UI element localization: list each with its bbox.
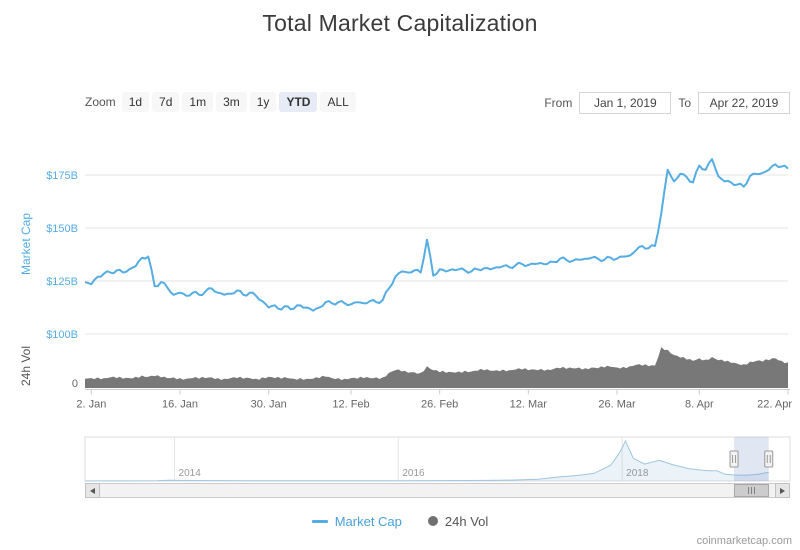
y-axis-label: $175B xyxy=(46,170,78,182)
chart-title: Total Market Capitalization xyxy=(262,10,538,36)
y-axis-label: $100B xyxy=(46,329,78,341)
scrollbar-track[interactable] xyxy=(100,483,775,498)
vol-axis-label: 0 xyxy=(72,378,78,390)
vol-axis-title: 24h Vol xyxy=(19,346,33,386)
navigator[interactable]: 2014 2016 2018 xyxy=(0,435,800,483)
legend-label-24h-vol: 24h Vol xyxy=(444,513,489,529)
zoom-button-ytd[interactable]: YTD xyxy=(279,92,318,112)
main-chart-area[interactable]: $175B $150B $125B $100B 0 2. Jan 16. Jan 30. Ja… xyxy=(0,130,800,422)
legend-item-market-cap[interactable]: Market Cap xyxy=(311,513,402,529)
legend: Market Cap 24h Vol xyxy=(0,511,800,531)
watermark: coinmarketcap.com xyxy=(696,535,792,547)
navigator-selection[interactable] xyxy=(734,437,769,481)
legend-label-market-cap: Market Cap xyxy=(334,513,402,529)
right-arrow-icon xyxy=(780,487,785,494)
market-cap-axis-title: Market Cap xyxy=(19,213,33,275)
scrollbar-left-arrow[interactable] xyxy=(85,483,100,498)
market-cap-line xyxy=(84,158,789,312)
x-axis-label: 16. Jan xyxy=(162,399,198,411)
y-axis-label: $125B xyxy=(46,276,78,288)
zoom-button-3m[interactable]: 3m xyxy=(216,92,247,112)
x-axis-label: 8. Apr xyxy=(685,399,714,411)
zoom-buttons: 1d 7d 1m 3m 1y YTD ALL xyxy=(121,92,359,112)
x-axis-label: 22. Apr xyxy=(757,399,792,411)
from-date-input[interactable] xyxy=(579,92,672,114)
zoom-label: Zoom xyxy=(85,95,116,109)
legend-item-24h-vol[interactable]: 24h Vol xyxy=(427,513,489,529)
navigator-year-label: 2018 xyxy=(626,468,649,479)
scrollbar[interactable] xyxy=(85,483,790,498)
thumb-grip-icon xyxy=(751,487,752,494)
date-range-inputs: From To xyxy=(544,92,790,114)
zoom-button-1y[interactable]: 1y xyxy=(249,92,277,112)
price-volume-chart[interactable]: $175B $150B $125B $100B 0 2. Jan 16. Jan 30. Ja… xyxy=(0,130,800,422)
market-cap-line-icon xyxy=(311,519,328,523)
x-axis-label: 30. Jan xyxy=(251,399,287,411)
navigator-series-line xyxy=(85,439,769,482)
y-axis-label: $150B xyxy=(46,223,78,235)
x-axis-label: 26. Feb xyxy=(421,399,458,411)
navigator-year-label: 2014 xyxy=(179,468,202,479)
volume-area xyxy=(85,347,788,388)
left-arrow-icon xyxy=(90,487,95,494)
navigator-series-area xyxy=(85,441,769,481)
navigator-chart[interactable]: 2014 2016 2018 xyxy=(0,435,800,483)
x-axis-label: 26. Mar xyxy=(598,399,636,411)
zoom-button-all[interactable]: ALL xyxy=(320,92,356,112)
x-axis-label: 12. Mar xyxy=(510,399,548,411)
navigator-year-label: 2016 xyxy=(402,468,425,479)
zoom-button-1m[interactable]: 1m xyxy=(182,92,214,112)
zoom-button-7d[interactable]: 7d xyxy=(152,92,180,112)
from-label: From xyxy=(544,96,573,110)
navigator-handle-left[interactable] xyxy=(729,450,739,468)
scrollbar-right-arrow[interactable] xyxy=(775,483,790,498)
scrollbar-thumb[interactable] xyxy=(734,484,769,497)
to-label: To xyxy=(678,96,691,110)
to-date-input[interactable] xyxy=(698,92,790,114)
x-axis-label: 12. Feb xyxy=(332,399,369,411)
zoom-button-group: Zoom 1d 7d 1m 3m 1y YTD ALL xyxy=(85,92,359,112)
volume-dot-icon xyxy=(427,516,438,526)
x-axis-label: 2. Jan xyxy=(76,399,106,411)
zoom-button-1d[interactable]: 1d xyxy=(121,92,150,112)
navigator-handle-right[interactable] xyxy=(764,450,774,468)
